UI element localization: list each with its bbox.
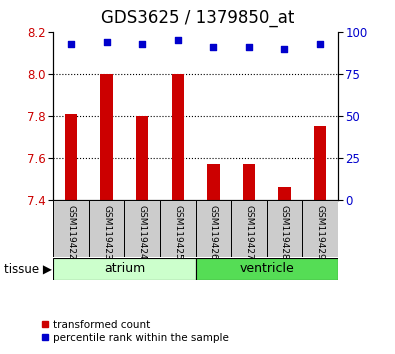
Bar — [124, 200, 160, 257]
Point — [281, 46, 288, 52]
Text: tissue ▶: tissue ▶ — [4, 262, 52, 275]
Bar — [243, 164, 255, 200]
Text: atrium: atrium — [104, 262, 145, 275]
Point — [139, 41, 145, 46]
Bar — [100, 74, 113, 200]
Bar — [207, 164, 220, 200]
Bar — [196, 258, 338, 280]
Bar — [171, 74, 184, 200]
Bar — [65, 114, 77, 200]
Text: GSM119426: GSM119426 — [209, 205, 218, 259]
Text: GDS3625 / 1379850_at: GDS3625 / 1379850_at — [101, 9, 294, 27]
Point — [210, 44, 216, 50]
Text: GSM119425: GSM119425 — [173, 205, 182, 259]
Bar — [196, 200, 231, 257]
Point — [103, 39, 110, 45]
Text: ventricle: ventricle — [239, 262, 294, 275]
Bar — [160, 200, 196, 257]
Bar — [53, 200, 89, 257]
Text: GSM119424: GSM119424 — [138, 205, 147, 259]
Bar — [136, 116, 149, 200]
Bar — [314, 126, 326, 200]
Text: GSM119427: GSM119427 — [245, 205, 253, 259]
Bar — [89, 200, 124, 257]
Bar — [53, 258, 196, 280]
Text: GSM119429: GSM119429 — [316, 205, 324, 259]
Text: GSM119428: GSM119428 — [280, 205, 289, 259]
Bar — [267, 200, 302, 257]
Text: GSM119422: GSM119422 — [67, 205, 75, 259]
Bar — [302, 200, 338, 257]
Point — [246, 44, 252, 50]
Legend: transformed count, percentile rank within the sample: transformed count, percentile rank withi… — [37, 315, 233, 347]
Point — [317, 41, 323, 46]
Text: GSM119423: GSM119423 — [102, 205, 111, 259]
Bar — [231, 200, 267, 257]
Point — [175, 38, 181, 43]
Point — [68, 41, 74, 46]
Bar — [278, 187, 291, 200]
